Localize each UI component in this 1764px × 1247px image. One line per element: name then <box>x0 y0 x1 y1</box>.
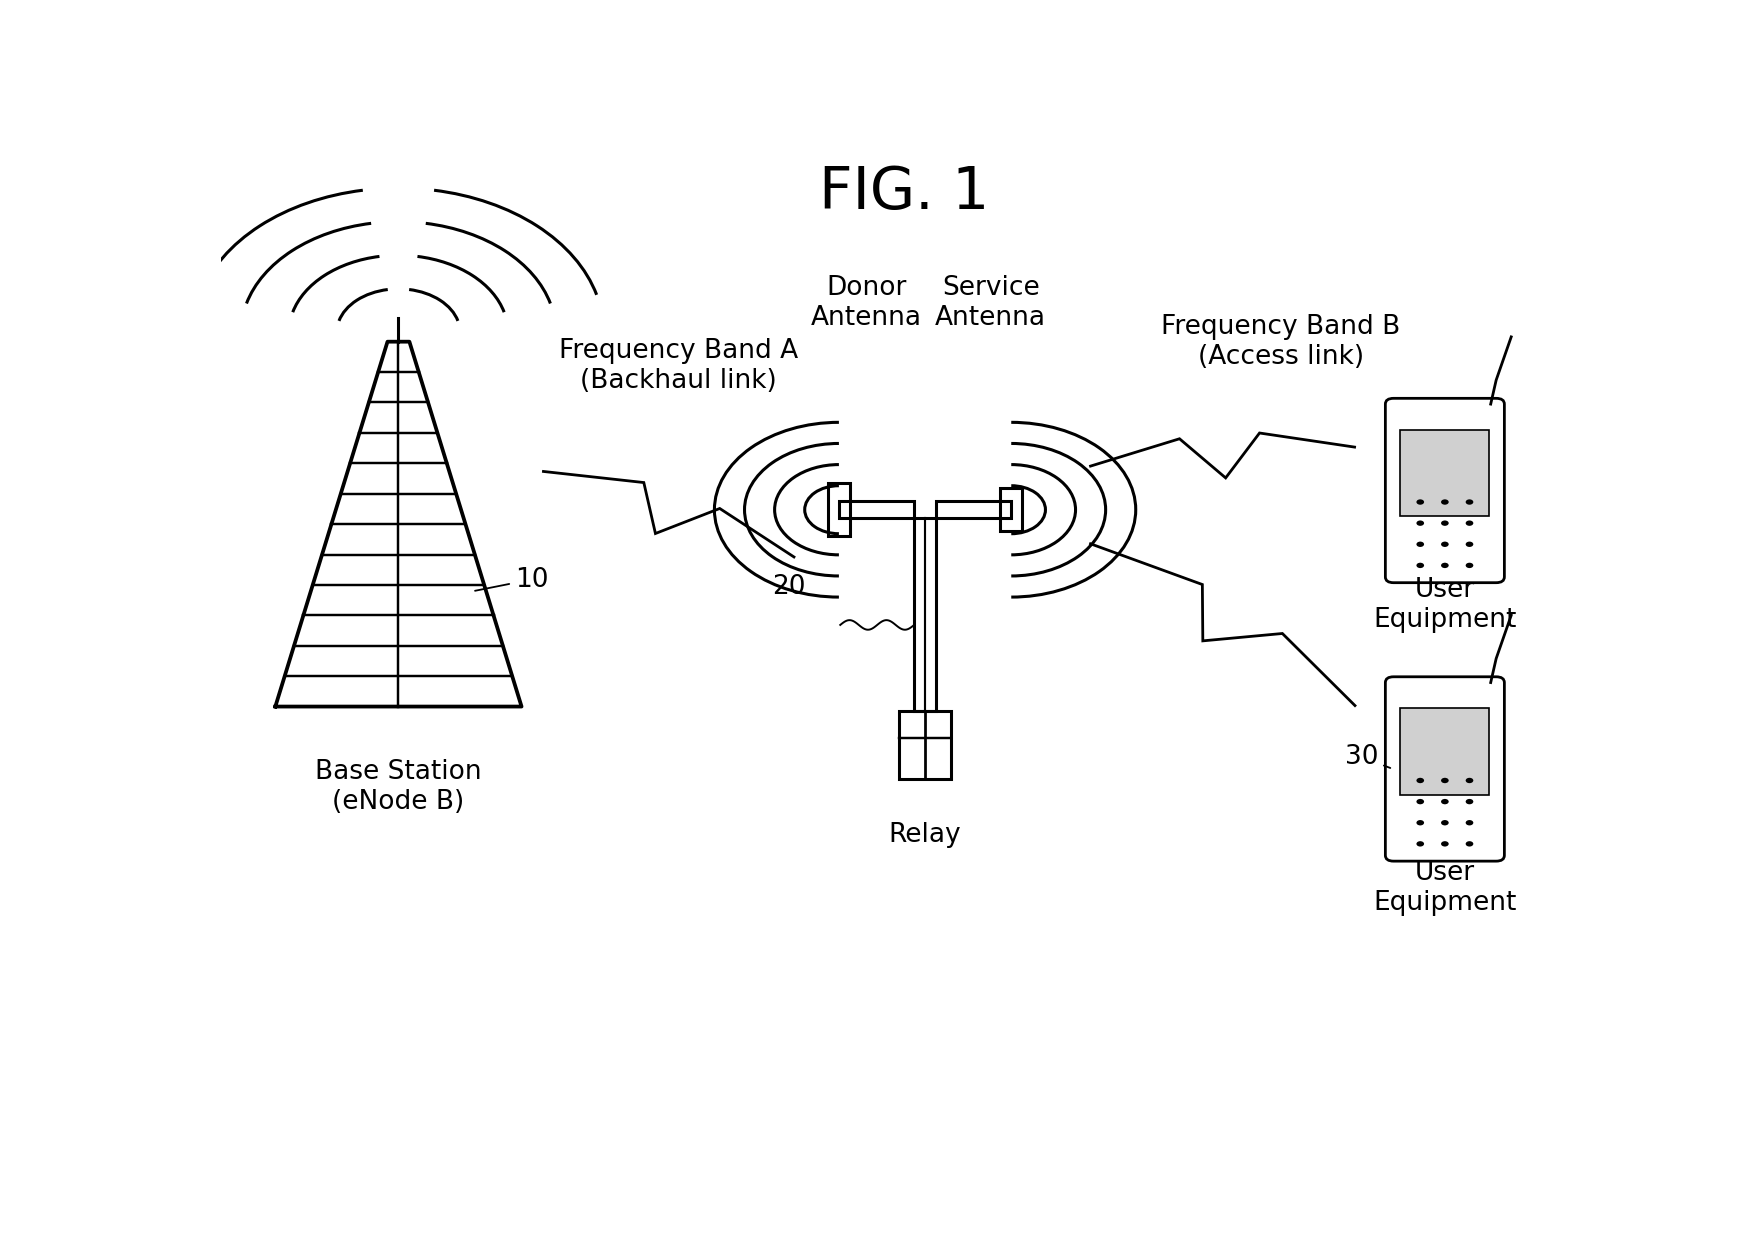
Circle shape <box>1464 562 1473 569</box>
Circle shape <box>1464 799 1473 804</box>
Bar <box>838 501 914 519</box>
Bar <box>898 711 951 778</box>
Bar <box>1399 430 1489 516</box>
Text: Base Station
(eNode B): Base Station (eNode B) <box>316 759 482 816</box>
Bar <box>827 484 850 536</box>
Text: Frequency Band A
(Backhaul link): Frequency Band A (Backhaul link) <box>559 338 797 394</box>
Circle shape <box>1439 842 1448 847</box>
Text: Frequency Band B
(Access link): Frequency Band B (Access link) <box>1161 314 1399 369</box>
Text: 20: 20 <box>773 574 806 600</box>
FancyBboxPatch shape <box>1385 398 1503 582</box>
Circle shape <box>1464 499 1473 505</box>
Text: 10: 10 <box>475 566 549 592</box>
Circle shape <box>1416 821 1424 826</box>
Text: User
Equipment: User Equipment <box>1372 860 1515 917</box>
Circle shape <box>1416 799 1424 804</box>
Text: User
Equipment: User Equipment <box>1372 577 1515 633</box>
Circle shape <box>1439 821 1448 826</box>
Circle shape <box>1439 520 1448 526</box>
Text: 30: 30 <box>1344 744 1390 771</box>
Circle shape <box>1416 499 1424 505</box>
Circle shape <box>1464 541 1473 547</box>
Circle shape <box>1464 520 1473 526</box>
Circle shape <box>1439 499 1448 505</box>
Text: Relay: Relay <box>889 822 961 848</box>
Circle shape <box>1416 842 1424 847</box>
Circle shape <box>1416 520 1424 526</box>
Bar <box>1399 708 1489 794</box>
Circle shape <box>1439 778 1448 783</box>
Circle shape <box>1416 562 1424 569</box>
Text: FIG. 1: FIG. 1 <box>818 165 990 222</box>
Text: Donor
Antenna: Donor Antenna <box>810 276 921 332</box>
FancyBboxPatch shape <box>1385 677 1503 862</box>
Bar <box>935 501 1011 519</box>
Circle shape <box>1416 541 1424 547</box>
Circle shape <box>1439 799 1448 804</box>
Circle shape <box>1439 541 1448 547</box>
Circle shape <box>1464 842 1473 847</box>
Bar <box>1000 488 1021 531</box>
Circle shape <box>1439 562 1448 569</box>
Circle shape <box>1464 821 1473 826</box>
Bar <box>914 519 935 711</box>
Circle shape <box>1464 778 1473 783</box>
Circle shape <box>1416 778 1424 783</box>
Text: Service
Antenna: Service Antenna <box>935 276 1046 332</box>
